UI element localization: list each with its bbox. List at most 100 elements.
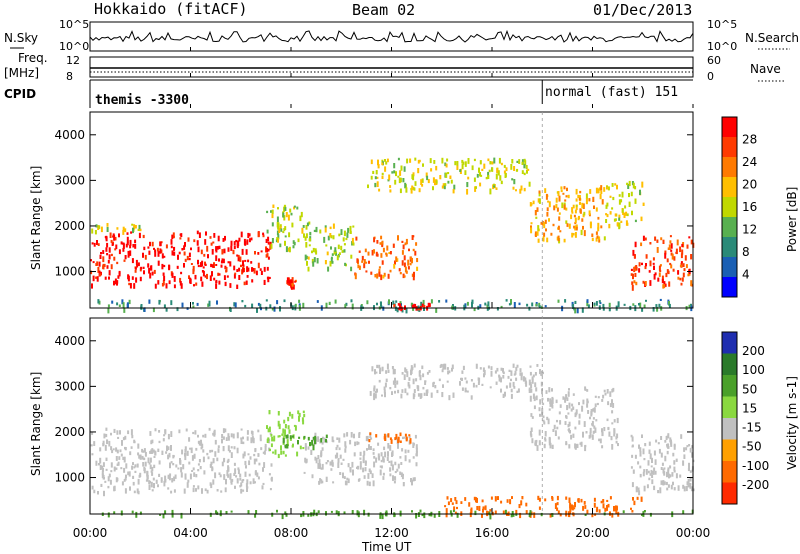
- heatmap-cell: [670, 439, 672, 445]
- heatmap-cell: [302, 225, 305, 228]
- heatmap-cell: [560, 186, 563, 190]
- heatmap-cell: [134, 269, 137, 273]
- heatmap-cell: [128, 282, 131, 286]
- heatmap-cell: [651, 474, 654, 478]
- heatmap-cell: [343, 476, 346, 479]
- heatmap-cell: [545, 193, 548, 200]
- heatmap-cell: [350, 266, 353, 272]
- heatmap-cell: [292, 245, 295, 249]
- heatmap-cell: [337, 462, 340, 468]
- heatmap-cell: [331, 436, 334, 442]
- heatmap-cell: [314, 248, 317, 253]
- heatmap-cell: [273, 435, 276, 442]
- heatmap-cell: [209, 512, 212, 517]
- heatmap-cell: [430, 168, 433, 172]
- velocity-colorbar-swatches: [722, 332, 737, 505]
- heatmap-cell: [99, 254, 102, 259]
- heatmap-cell: [562, 192, 565, 195]
- heatmap-cell: [528, 512, 531, 517]
- heatmap-cell: [269, 432, 272, 435]
- heatmap-cell: [390, 439, 393, 444]
- heatmap-cell: [153, 455, 156, 458]
- heatmap-cell: [105, 433, 108, 438]
- heatmap-cell: [384, 436, 387, 441]
- heatmap-cell: [498, 374, 501, 378]
- heatmap-cell: [558, 195, 561, 202]
- heatmap-cell: [637, 487, 640, 493]
- heatmap-cell: [401, 448, 404, 452]
- heatmap-cell: [466, 301, 469, 306]
- heatmap-cell: [577, 498, 580, 502]
- heatmap-cell: [402, 482, 405, 487]
- heatmap-cell: [535, 439, 538, 443]
- heatmap-cell: [291, 445, 294, 448]
- heatmap-cell: [670, 249, 673, 252]
- heatmap-cell: [325, 244, 328, 247]
- heatmap-cell: [137, 478, 140, 485]
- heatmap-cell: [376, 253, 379, 257]
- heatmap-cell: [110, 432, 112, 436]
- heatmap-cell: [609, 211, 612, 215]
- heatmap-cell: [330, 246, 332, 250]
- heatmap-cell: [386, 158, 389, 163]
- heatmap-cell: [308, 244, 311, 247]
- heatmap-cell: [265, 299, 268, 302]
- heatmap-cell: [609, 195, 612, 198]
- heatmap-cell: [253, 453, 256, 457]
- heatmap-cell: [149, 241, 151, 247]
- heatmap-cell: [445, 299, 448, 303]
- heatmap-cell: [131, 223, 134, 226]
- heatmap-cell: [125, 243, 128, 248]
- heatmap-cell: [376, 176, 379, 179]
- heatmap-cell: [139, 454, 142, 460]
- heatmap-cell: [666, 443, 669, 447]
- heatmap-cell: [683, 447, 686, 452]
- heatmap-cell: [305, 242, 308, 248]
- heatmap-cell: [303, 233, 305, 238]
- heatmap-cell: [303, 413, 306, 418]
- heatmap-cell: [592, 430, 595, 434]
- heatmap-cell: [529, 431, 532, 436]
- colorbar-swatch: [722, 137, 737, 158]
- heatmap-cell: [412, 393, 415, 400]
- heatmap-cell: [594, 427, 597, 433]
- heatmap-cell: [668, 303, 671, 308]
- heatmap-cell: [383, 272, 386, 277]
- heatmap-cell: [658, 265, 661, 271]
- heatmap-cell: [536, 364, 539, 367]
- heatmap-cell: [146, 471, 149, 477]
- heatmap-cell: [664, 455, 667, 462]
- heatmap-cell: [108, 473, 111, 478]
- heatmap-cell: [606, 418, 609, 422]
- heatmap-cell: [164, 429, 167, 435]
- heatmap-cell: [309, 442, 311, 447]
- heatmap-cell: [643, 510, 646, 513]
- heatmap-cell: [189, 277, 192, 284]
- heatmap-cell: [228, 450, 231, 453]
- heatmap-cell: [384, 159, 386, 162]
- heatmap-cell: [533, 512, 536, 518]
- heatmap-cell: [581, 202, 584, 209]
- heatmap-cell: [150, 481, 153, 488]
- heatmap-cell: [530, 433, 533, 438]
- heatmap-cell: [417, 385, 420, 392]
- heatmap-cell: [537, 495, 540, 500]
- heatmap-cell: [281, 433, 284, 436]
- heatmap-cell: [243, 451, 246, 457]
- heatmap-cell: [397, 175, 400, 178]
- heatmap-cell: [287, 416, 290, 422]
- heatmap-cell: [516, 364, 519, 368]
- heatmap-cell: [510, 378, 512, 382]
- heatmap-cell: [110, 264, 113, 270]
- heatmap-cell: [106, 253, 109, 256]
- heatmap-cell: [544, 219, 547, 224]
- heatmap-cell: [630, 273, 633, 276]
- heatmap-cell: [408, 248, 410, 252]
- heatmap-cell: [168, 280, 171, 285]
- heatmap-cell: [362, 455, 365, 461]
- heatmap-cell: [385, 252, 388, 255]
- heatmap-cell: [159, 241, 162, 247]
- heatmap-cell: [127, 430, 130, 435]
- heatmap-cell: [582, 431, 584, 438]
